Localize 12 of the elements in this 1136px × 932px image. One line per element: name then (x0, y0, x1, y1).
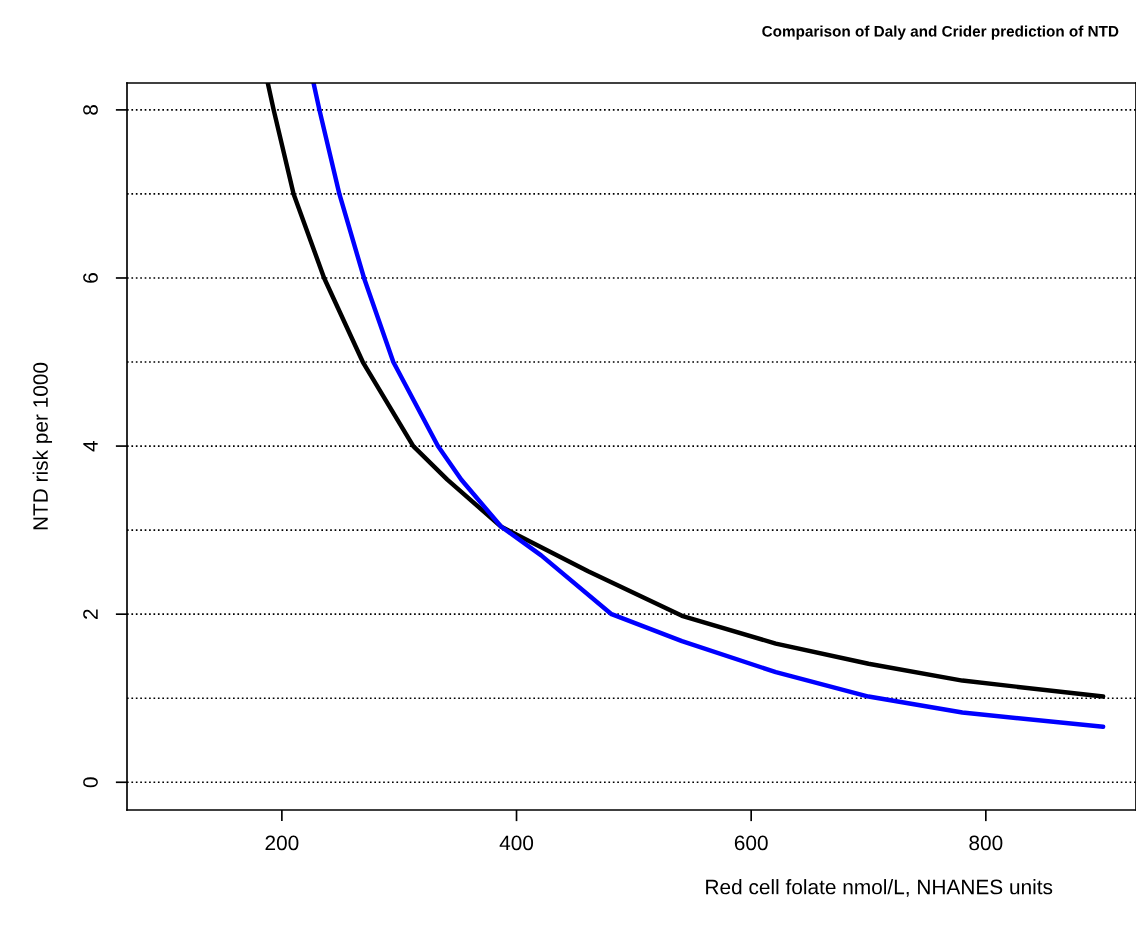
x-axis-title: Red cell folate nmol/L, NHANES units (706, 879, 1053, 897)
y-tick-label: 0 (83, 777, 98, 788)
y-tick-label: 8 (83, 105, 98, 115)
x-tick-label: 200 (265, 835, 299, 851)
y-tick-label: 2 (83, 609, 98, 619)
x-tick-label: 600 (734, 835, 768, 851)
y-axis-title: NTD risk per 1000 (32, 362, 53, 530)
y-tick-label: 4 (83, 440, 98, 452)
x-tick-label: 400 (499, 835, 534, 851)
chart-title: Comparison of Daly and Crider prediction of NTD (762, 25, 1119, 40)
y-tick-label: 6 (83, 273, 98, 283)
x-tick-label: 800 (969, 835, 1003, 851)
